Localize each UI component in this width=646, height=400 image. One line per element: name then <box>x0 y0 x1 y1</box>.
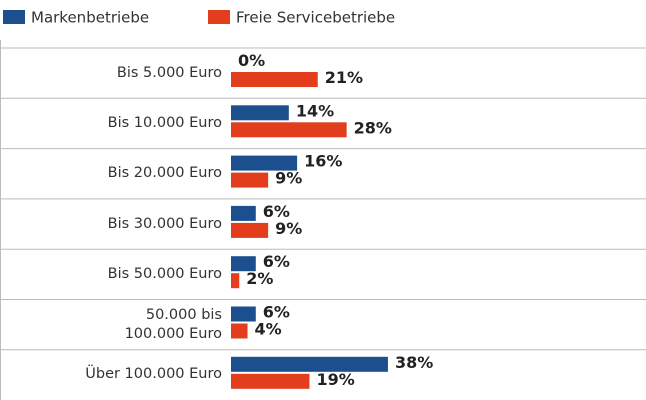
legend-swatch <box>208 10 230 24</box>
category-label-box: Bis 30.000 Euro <box>107 215 222 232</box>
bar <box>231 323 248 339</box>
value-label: 28% <box>354 118 392 137</box>
bar <box>231 72 318 87</box>
value-label: 4% <box>255 320 282 339</box>
category-label: Bis 10.000 Euro <box>107 114 222 131</box>
category-label: Bis 5.000 Euro <box>116 64 222 81</box>
bar <box>231 373 310 389</box>
value-label: 14% <box>296 101 334 120</box>
value-label: 38% <box>395 353 433 372</box>
legend-swatch <box>3 10 25 24</box>
category-label-box: Bis 50.000 Euro <box>107 265 222 282</box>
category-label-box: Bis 5.000 Euro <box>116 64 222 81</box>
value-label: 6% <box>263 303 290 322</box>
value-label: 6% <box>263 202 290 221</box>
bar <box>231 256 256 272</box>
category-label-box: 50.000 bis 100.000 Euro <box>124 306 222 342</box>
bar <box>231 172 269 188</box>
bar <box>231 105 289 121</box>
category-label: Über 100.000 Euro <box>85 366 222 383</box>
category-label: Bis 30.000 Euro <box>107 215 222 232</box>
value-label: 9% <box>275 219 302 238</box>
bar <box>231 122 347 138</box>
category-label-box: Bis 10.000 Euro <box>107 114 222 131</box>
value-label: 6% <box>263 252 290 271</box>
value-label: 9% <box>275 169 302 188</box>
bar <box>231 222 269 238</box>
category-label-box: Bis 20.000 Euro <box>107 165 222 182</box>
category-label: Bis 50.000 Euro <box>107 265 222 282</box>
bar <box>231 155 298 171</box>
category-label: Bis 20.000 Euro <box>107 165 222 182</box>
legend-label: Freie Servicebetriebe <box>236 9 395 27</box>
value-label: 21% <box>325 68 363 87</box>
bar <box>231 273 240 289</box>
category-label-box: Über 100.000 Euro <box>85 366 222 383</box>
bar <box>231 306 256 322</box>
legend-label: Markenbetriebe <box>31 9 149 27</box>
category-label: 50.000 bis 100.000 Euro <box>124 306 222 342</box>
bar <box>231 205 256 221</box>
value-label: 16% <box>304 152 342 171</box>
bar <box>231 356 388 372</box>
value-label: 19% <box>316 370 354 389</box>
value-label: 2% <box>246 269 273 288</box>
value-label: 0% <box>238 51 265 70</box>
